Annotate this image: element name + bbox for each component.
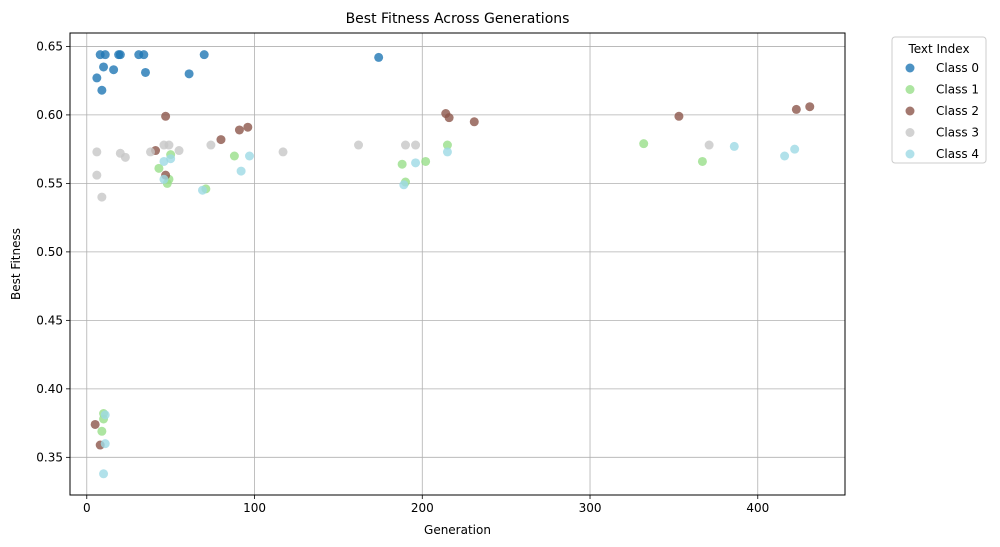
legend-label: Class 1 (936, 83, 979, 97)
x-tick-label: 200 (411, 501, 434, 515)
x-axis-label: Generation (424, 523, 491, 537)
data-point (146, 147, 156, 157)
data-point (444, 113, 454, 123)
data-point (278, 147, 288, 157)
axis-ticks: 0 100 200 300 400 0.35 0.40 0.45 0.50 0.55 0.60 0.6… (36, 39, 769, 515)
y-tick-label: 0.40 (36, 382, 63, 396)
legend-items: Class 0 Class 1 Class 2 Class 3 Class 4 (905, 61, 979, 161)
y-tick-label: 0.45 (36, 313, 63, 327)
plot-frame (69, 32, 846, 496)
data-point (229, 151, 239, 161)
data-point (243, 122, 253, 132)
data-point (236, 166, 246, 176)
y-tick-label: 0.60 (36, 108, 63, 122)
legend-label: Class 2 (936, 104, 979, 118)
data-point (164, 140, 174, 150)
data-point (206, 140, 216, 150)
data-point (729, 141, 739, 151)
series-4 (99, 141, 800, 479)
legend-marker (905, 85, 915, 94)
data-point (442, 147, 452, 157)
y-tick-label: 0.35 (36, 450, 63, 464)
data-points (90, 50, 815, 479)
data-point (198, 185, 208, 195)
data-point (92, 147, 102, 157)
legend-marker (905, 63, 915, 73)
data-point (100, 410, 110, 420)
data-point (234, 125, 244, 135)
data-point (790, 144, 800, 154)
data-point (174, 146, 184, 156)
data-point (139, 50, 149, 60)
series-2 (90, 102, 815, 450)
data-point (115, 50, 125, 60)
series-0 (92, 50, 384, 95)
legend-label: Class 0 (936, 61, 979, 75)
data-point (397, 159, 407, 169)
data-point (184, 69, 194, 79)
data-point (161, 111, 171, 121)
data-point (109, 65, 119, 75)
data-point (99, 62, 109, 72)
data-point (97, 85, 107, 95)
data-point (399, 180, 409, 190)
data-point (140, 67, 150, 77)
data-point (216, 135, 226, 145)
data-point (805, 102, 815, 112)
data-point (100, 50, 110, 60)
data-point (442, 140, 452, 150)
data-point (99, 469, 109, 479)
data-point (154, 163, 164, 173)
x-tick-label: 300 (579, 501, 602, 515)
x-tick-label: 100 (243, 501, 266, 515)
legend-marker (905, 128, 915, 137)
legend-label: Class 3 (936, 126, 979, 140)
data-point (697, 156, 707, 166)
data-point (92, 73, 102, 83)
data-point (120, 152, 130, 162)
x-tick-label: 400 (746, 501, 769, 515)
series-3 (92, 140, 714, 202)
data-point (780, 151, 790, 161)
data-point (639, 139, 649, 149)
data-point (354, 140, 364, 150)
data-point (704, 140, 714, 150)
data-point (166, 154, 176, 164)
y-tick-label: 0.50 (36, 245, 63, 259)
data-point (100, 439, 110, 449)
y-axis-label: Best Fitness (9, 228, 23, 300)
y-tick-label: 0.55 (36, 176, 63, 190)
data-point (421, 156, 431, 166)
legend-title: Text Index (907, 42, 969, 56)
data-point (97, 192, 107, 202)
data-point (199, 50, 209, 60)
data-point (159, 174, 169, 184)
legend-label: Class 4 (936, 147, 979, 161)
x-tick-label: 0 (83, 501, 91, 515)
data-point (791, 104, 801, 114)
chart-title: Best Fitness Across Generations (346, 11, 570, 27)
data-point (92, 170, 102, 180)
grid-lines (70, 33, 845, 495)
data-point (400, 140, 410, 150)
data-point (374, 52, 384, 62)
data-point (97, 426, 107, 436)
data-point (411, 140, 421, 150)
data-point (469, 117, 479, 127)
data-point (674, 111, 684, 121)
data-point (244, 151, 254, 161)
data-point (90, 419, 100, 429)
y-tick-label: 0.65 (36, 39, 63, 53)
legend-marker (905, 149, 915, 159)
legend-marker (905, 106, 915, 116)
data-point (411, 158, 421, 168)
legend-box (891, 36, 987, 164)
